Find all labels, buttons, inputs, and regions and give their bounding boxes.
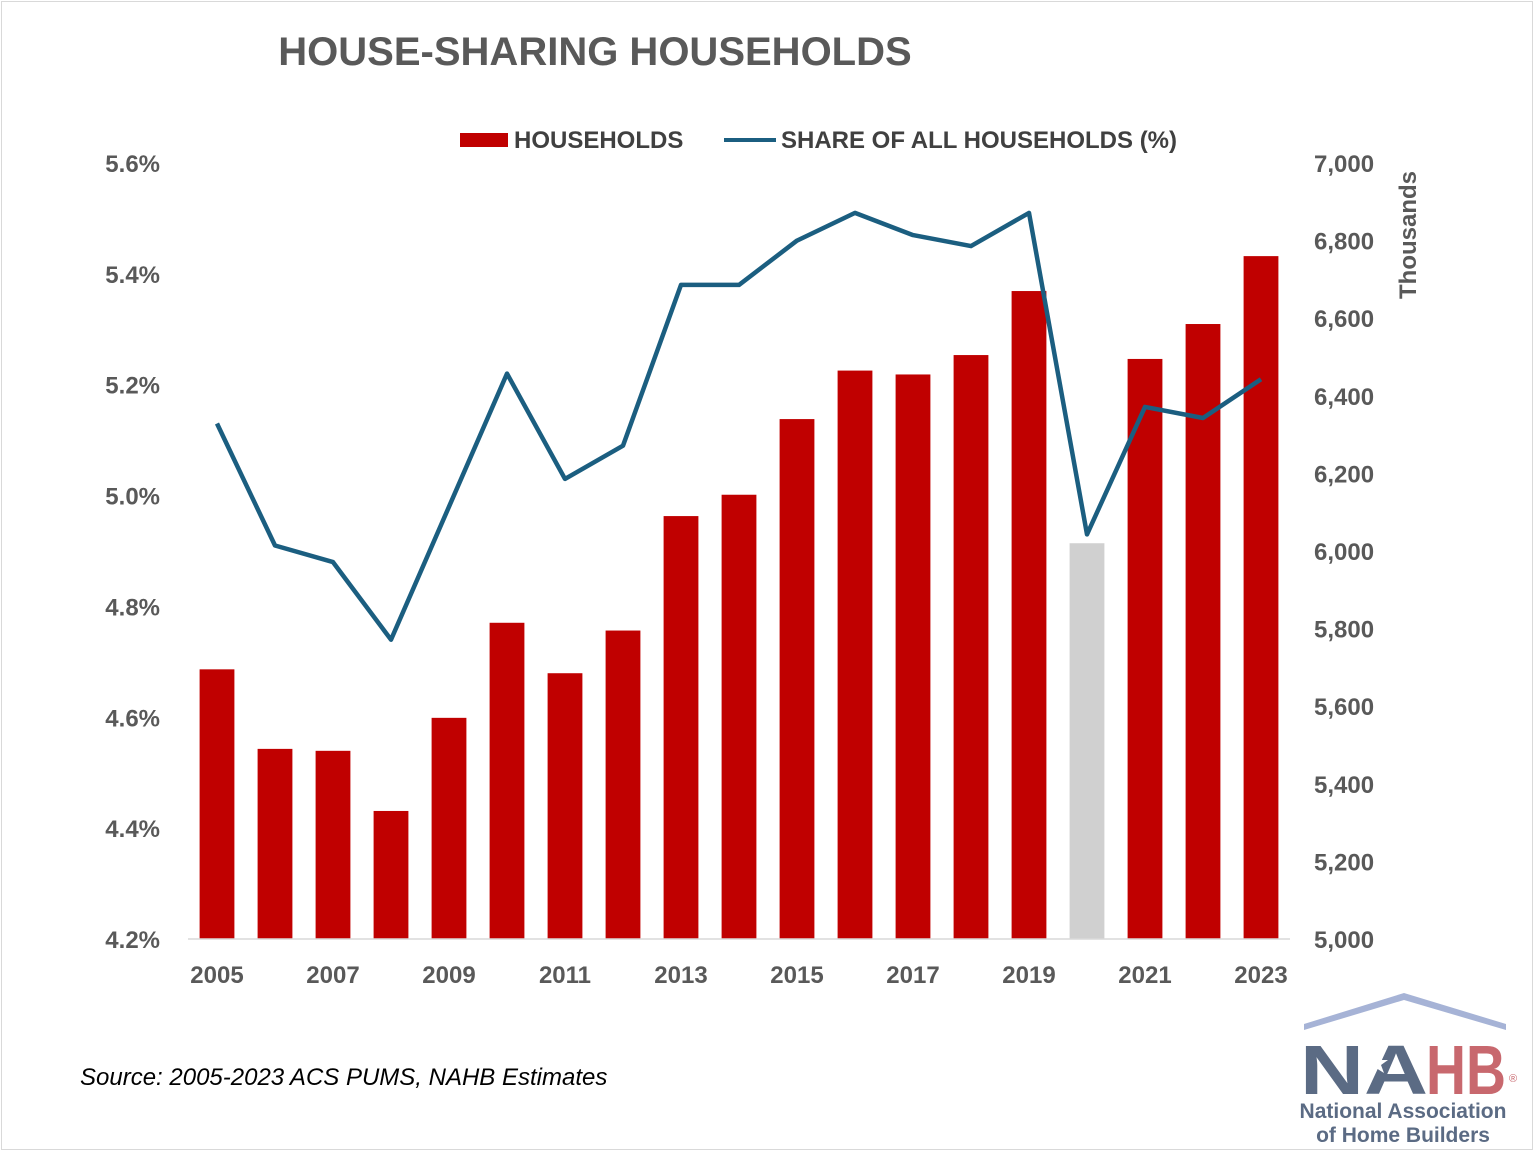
left-tick-label: 5.2%	[105, 373, 160, 400]
logo-star-icon	[1364, 1052, 1388, 1073]
bar-2010	[489, 622, 525, 939]
right-tick-label: 6,400	[1314, 384, 1374, 411]
nahb-logo: NA HB ®	[1300, 993, 1517, 1109]
bar-2009	[431, 717, 467, 939]
nahb-full-name: National Association of Home Builders	[1296, 1100, 1510, 1148]
right-axis-title: Thousands	[1395, 171, 1422, 299]
x-axis: 2005 2007 2009 2011 2013 2015 2017 2019 2021 2023	[190, 962, 1287, 989]
bar-2023	[1243, 256, 1279, 939]
logo-letters-hb: HB	[1426, 1031, 1506, 1109]
bar-2006	[257, 748, 293, 939]
logo-roof-icon	[1304, 993, 1506, 1030]
left-tick-label: 4.4%	[105, 816, 160, 843]
bar-2011	[547, 673, 583, 939]
x-tick-label: 2013	[654, 962, 707, 989]
x-tick-label: 2011	[539, 962, 591, 989]
x-tick-label: 2023	[1234, 962, 1287, 989]
right-tick-label: 6,800	[1314, 229, 1374, 256]
right-tick-label: 5,600	[1314, 694, 1374, 721]
x-tick-label: 2009	[422, 962, 475, 989]
bar-2007	[315, 750, 351, 939]
right-tick-label: 7,000	[1314, 151, 1374, 178]
left-tick-label: 5.6%	[105, 151, 160, 178]
x-tick-label: 2015	[770, 962, 823, 989]
legend-swatch-households	[460, 133, 508, 147]
bar-2019	[1011, 291, 1047, 939]
right-tick-label: 6,600	[1314, 306, 1374, 333]
bar-2020	[1069, 543, 1105, 939]
logo-registered-icon: ®	[1509, 1073, 1517, 1085]
left-tick-label: 4.2%	[105, 927, 160, 954]
left-tick-label: 4.8%	[105, 594, 160, 621]
right-tick-label: 5,200	[1314, 849, 1374, 876]
bar-2016	[837, 370, 873, 940]
left-tick-label: 5.0%	[105, 484, 160, 511]
x-tick-label: 2017	[886, 962, 939, 989]
bar-2021	[1127, 358, 1163, 939]
bar-2022	[1185, 324, 1221, 939]
bar-2008	[373, 810, 409, 939]
x-tick-label: 2005	[190, 962, 243, 989]
legend: HOUSEHOLDS SHARE OF ALL HOUSEHOLDS (%)	[460, 127, 1177, 154]
x-tick-label: 2007	[306, 962, 359, 989]
bar-2013	[663, 516, 699, 939]
left-axis: 4.2% 4.4% 4.6% 4.8% 5.0% 5.2% 5.4% 5.6%	[105, 151, 160, 954]
right-tick-label: 5,400	[1314, 772, 1374, 799]
right-tick-label: 6,200	[1314, 461, 1374, 488]
bar-2012	[605, 630, 641, 939]
source-note: Source: 2005-2023 ACS PUMS, NAHB Estimat…	[80, 1064, 608, 1091]
bar-2015	[779, 419, 815, 940]
chart-title: HOUSE-SHARING HOUSEHOLDS	[278, 30, 912, 74]
right-tick-label: 5,800	[1314, 617, 1374, 644]
bar-2014	[721, 494, 757, 939]
logo-letters-na: NA	[1300, 1031, 1428, 1109]
legend-label-share: SHARE OF ALL HOUSEHOLDS (%)	[781, 127, 1177, 154]
nahb-name-line2: of Home Builders	[1316, 1124, 1490, 1147]
x-tick-label: 2021	[1118, 962, 1171, 989]
bar-2017	[895, 374, 931, 940]
right-axis: 5,000 5,200 5,400 5,600 5,800 6,000 6,200 6,400…	[1314, 151, 1374, 954]
left-tick-label: 4.6%	[105, 705, 160, 732]
legend-label-households: HOUSEHOLDS	[514, 127, 683, 154]
right-tick-label: 5,000	[1314, 927, 1374, 954]
left-tick-label: 5.4%	[105, 262, 160, 289]
nahb-name-line1: National Association	[1299, 1100, 1507, 1123]
bar-2018	[953, 355, 989, 939]
right-tick-label: 6,000	[1314, 539, 1374, 566]
bar-series	[199, 256, 1279, 940]
bar-2005	[199, 669, 235, 939]
x-tick-label: 2019	[1002, 962, 1055, 989]
